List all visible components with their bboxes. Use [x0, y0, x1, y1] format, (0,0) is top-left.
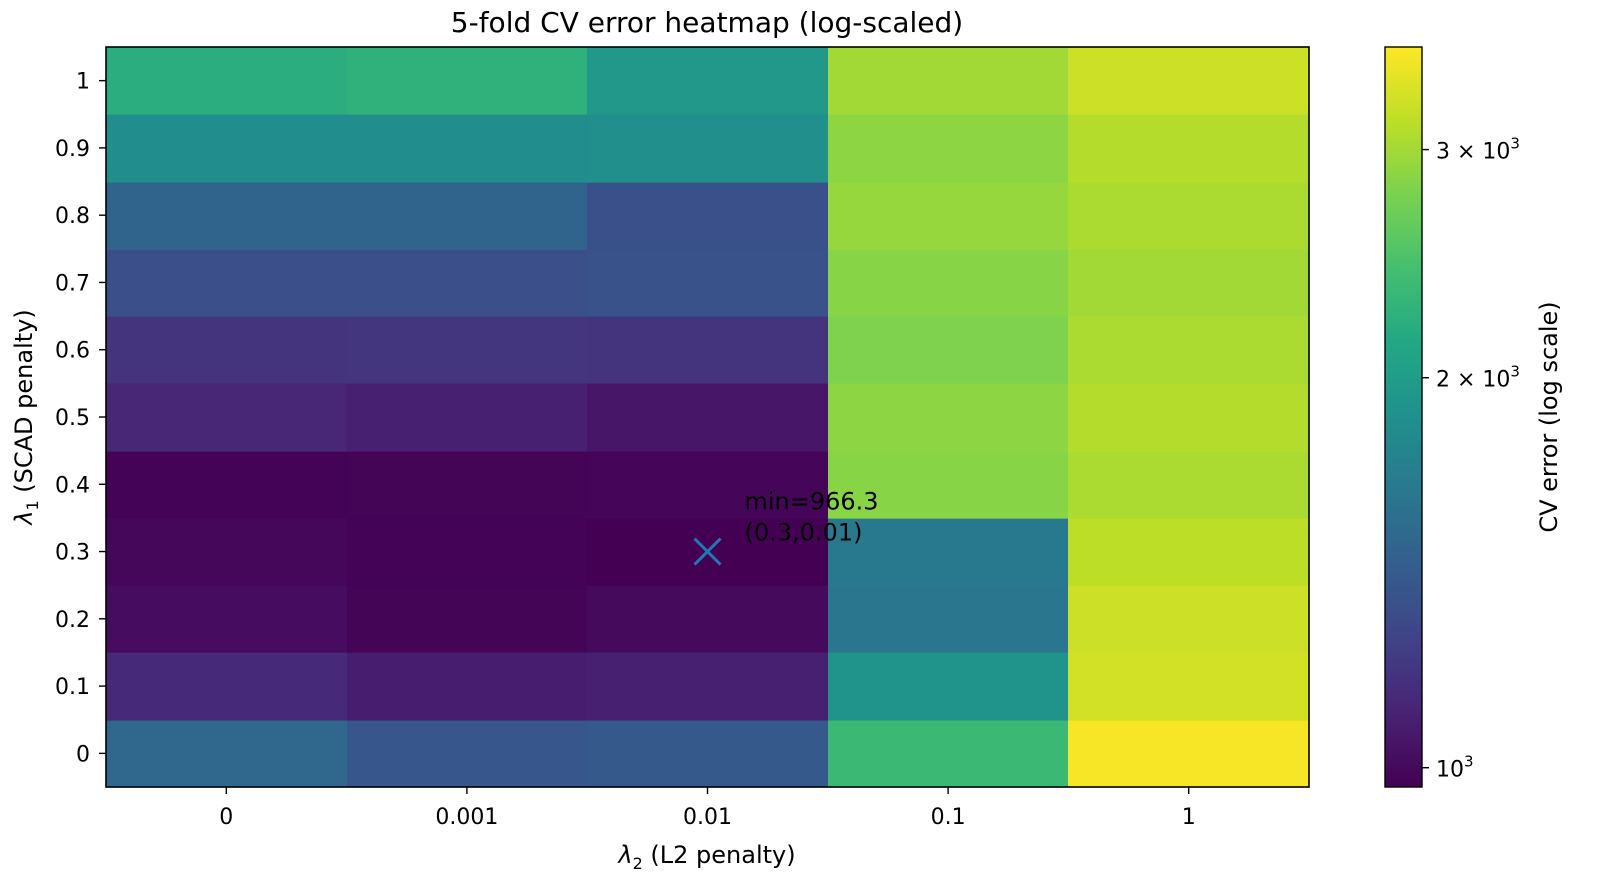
x-tick-label: 0.1 — [931, 805, 966, 830]
heatmap-cell-0.1-0 — [106, 652, 348, 721]
x-tick-label: 0.01 — [683, 805, 732, 830]
heatmap-cell-0-0.1 — [828, 720, 1069, 788]
heatmap-cell-0.2-0.01 — [587, 585, 829, 653]
y-tick-label: 0.3 — [55, 541, 90, 566]
heatmap-cell-0.8-0.01 — [587, 182, 829, 250]
heatmap-cell-0.3-1 — [1068, 518, 1310, 586]
colorbar — [1384, 46, 1423, 788]
heatmap-cell-0.6-0.1 — [828, 316, 1069, 384]
heatmap-cell-0.9-0 — [106, 114, 348, 183]
heatmap-cell-0.4-1 — [1068, 451, 1310, 519]
heatmap-cells — [106, 47, 1310, 788]
heatmap-cell-0.6-0.01 — [587, 316, 829, 384]
colorbar-tick-label: 3 × 103 — [1436, 135, 1520, 165]
heatmap-cell-0.8-0.1 — [828, 182, 1069, 250]
heatmap-cell-0.9-0.01 — [587, 114, 829, 183]
heatmap-cell-0.3-0 — [106, 518, 348, 586]
heatmap-cell-0.8-0 — [106, 182, 348, 250]
heatmap-cell-0.4-0 — [106, 451, 348, 519]
heatmap-cell-0.5-0 — [106, 383, 348, 452]
minimum-annotation: min=966.3 (0.3,0.01) — [693, 488, 879, 566]
y-tick-label: 0.9 — [55, 137, 90, 162]
heatmap-cell-0.1-1 — [1068, 652, 1310, 721]
heatmap-cell-0.5-0.001 — [347, 383, 588, 452]
minimum-value-label: min=966.3 — [745, 488, 879, 516]
heatmap-cell-0-1 — [1068, 720, 1310, 788]
heatmap-cell-0.1-0.001 — [347, 652, 588, 721]
y-tick-label: 0.8 — [55, 204, 90, 229]
y-axis-label: λ1 (SCAD penalty) — [10, 309, 42, 526]
heatmap-cell-0.5-0.1 — [828, 383, 1069, 452]
x-tick-label: 0 — [219, 805, 233, 830]
heatmap-cell-0.9-1 — [1068, 114, 1310, 183]
y-tick-label: 0.6 — [55, 339, 90, 364]
heatmap-cell-1-0.1 — [828, 47, 1069, 115]
colorbar-tick-label: 103 — [1436, 753, 1474, 783]
x-tick-label: 1 — [1182, 805, 1196, 830]
y-tick-label: 1 — [76, 70, 90, 95]
colorbar-label: CV error (log scale) — [1535, 301, 1563, 532]
y-axis-ticks: 0 0.1 0.2 0.3 0.4 0.5 0.6 0.7 0.8 0.9 1 — [55, 70, 106, 767]
heatmap-cell-0.6-0 — [106, 316, 348, 384]
heatmap-cell-0.9-0.1 — [828, 114, 1069, 183]
heatmap-cell-0.5-0.01 — [587, 383, 829, 452]
heatmap-cell-0.7-0.001 — [347, 249, 588, 317]
heatmap-cell-0.8-1 — [1068, 182, 1310, 250]
minimum-marker — [693, 537, 722, 566]
colorbar-tick-label: 2 × 103 — [1436, 363, 1520, 393]
heatmap-cell-1-0.001 — [347, 47, 588, 115]
heatmap-cell-0.3-0.001 — [347, 518, 588, 586]
chart-title: 5-fold CV error heatmap (log-scaled) — [451, 6, 963, 39]
heatmap-cell-1-1 — [1068, 47, 1310, 115]
heatmap-cell-0.4-0.1 — [828, 451, 1069, 519]
y-tick-label: 0 — [76, 742, 90, 767]
heatmap-cell-0.9-0.001 — [347, 114, 588, 183]
y-tick-label: 0.5 — [55, 406, 90, 431]
y-tick-label: 0.7 — [55, 271, 90, 296]
y-tick-label: 0.2 — [55, 608, 90, 633]
heatmap-cell-0.4-0.01 — [587, 451, 829, 519]
x-axis-label: λ2 (L2 penalty) — [616, 841, 795, 873]
heatmap-cell-1-0.01 — [587, 47, 829, 115]
heatmap-cell-0.7-0.01 — [587, 249, 829, 317]
colorbar-ticks: 103 2 × 103 3 × 103 — [1422, 135, 1520, 783]
heatmap-cell-0.5-1 — [1068, 383, 1310, 452]
heatmap-cell-0.2-0.001 — [347, 585, 588, 653]
heatmap-cell-0-0 — [106, 720, 348, 788]
y-tick-label: 0.4 — [55, 473, 90, 498]
heatmap-cell-0.3-0.1 — [828, 518, 1069, 586]
x-tick-label: 0.001 — [435, 805, 498, 830]
marker-stroke — [693, 537, 722, 566]
heatmap-cell-0.2-0 — [106, 585, 348, 653]
heatmap-cell-0.6-0.001 — [347, 316, 588, 384]
x-axis-ticks: 0 0.001 0.01 0.1 1 — [219, 787, 1196, 830]
heatmap-cell-0.1-0.1 — [828, 652, 1069, 721]
y-tick-label: 0.1 — [55, 675, 90, 700]
minimum-location-label: (0.3,0.01) — [745, 519, 863, 547]
heatmap-cell-0-0.01 — [587, 720, 829, 788]
heatmap-cell-0.7-1 — [1068, 249, 1310, 317]
heatmap-cell-1-0 — [106, 47, 348, 115]
heatmap-cell-0.6-1 — [1068, 316, 1310, 384]
heatmap-cell-0.4-0.001 — [347, 451, 588, 519]
heatmap-cell-0.2-0.1 — [828, 585, 1069, 653]
heatmap-cell-0.7-0 — [106, 249, 348, 317]
heatmap-cell-0-0.001 — [347, 720, 588, 788]
heatmap-cell-0.7-0.1 — [828, 249, 1069, 317]
heatmap-cell-0.1-0.01 — [587, 652, 829, 721]
heatmap-cell-0.8-0.001 — [347, 182, 588, 250]
heatmap-cell-0.2-1 — [1068, 585, 1310, 653]
